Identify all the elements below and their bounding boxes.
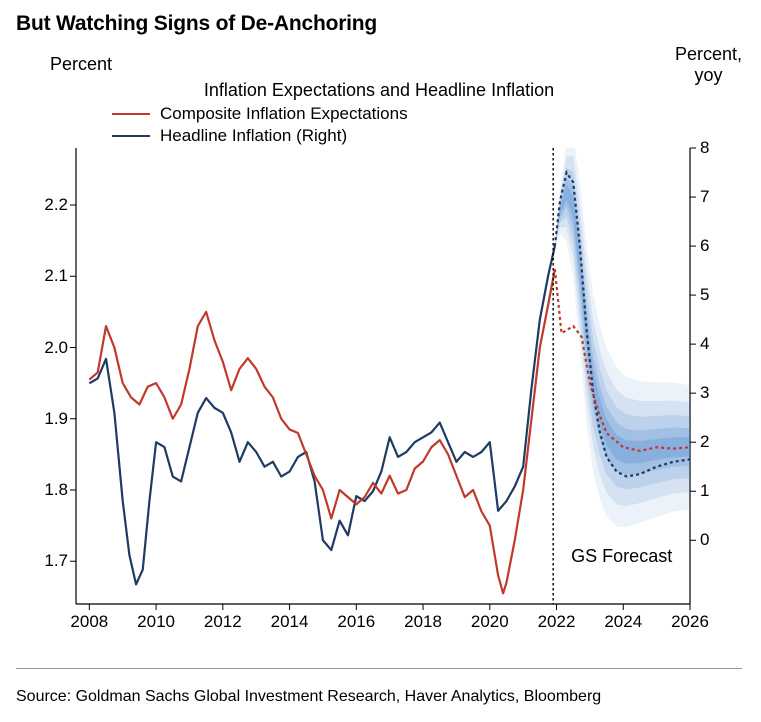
yl-tick: 2.1 [28,266,68,286]
yr-tick: 3 [700,383,730,403]
x-tick: 2008 [70,612,108,632]
source-text: Source: Goldman Sachs Global Investment … [16,688,601,706]
x-tick: 2012 [204,612,242,632]
yr-tick: 5 [700,285,730,305]
forecast-label: GS Forecast [571,546,672,567]
yl-tick: 1.8 [28,480,68,500]
x-tick: 2026 [671,612,709,632]
x-tick: 2014 [271,612,309,632]
x-tick: 2022 [538,612,576,632]
yl-tick: 2.2 [28,195,68,215]
x-tick: 2010 [137,612,175,632]
x-tick: 2018 [404,612,442,632]
chart-container: Percent Percent,yoy Inflation Expectatio… [16,48,742,648]
yl-tick: 2.0 [28,338,68,358]
yr-tick: 8 [700,138,730,158]
yr-tick: 6 [700,236,730,256]
chart-title: Inflation Expectations and Headline Infl… [16,80,742,101]
legend-label-headline: Headline Inflation (Right) [160,126,347,146]
legend-swatch-headline [112,135,150,137]
page-title: But Watching Signs of De-Anchoring [16,12,377,36]
x-tick: 2024 [604,612,642,632]
x-tick: 2016 [337,612,375,632]
yr-tick: 0 [700,530,730,550]
legend-item-headline: Headline Inflation (Right) [112,126,408,146]
yl-tick: 1.9 [28,409,68,429]
legend-label-composite: Composite Inflation Expectations [160,104,408,124]
x-tick: 2020 [471,612,509,632]
yr-tick: 7 [700,187,730,207]
legend: Composite Inflation Expectations Headlin… [112,104,408,148]
yr-tick: 2 [700,432,730,452]
footer-rule [16,668,742,669]
legend-swatch-composite [112,113,150,115]
left-axis-label: Percent [50,54,112,75]
yr-tick: 4 [700,334,730,354]
legend-item-composite: Composite Inflation Expectations [112,104,408,124]
yl-tick: 1.7 [28,551,68,571]
yr-tick: 1 [700,481,730,501]
